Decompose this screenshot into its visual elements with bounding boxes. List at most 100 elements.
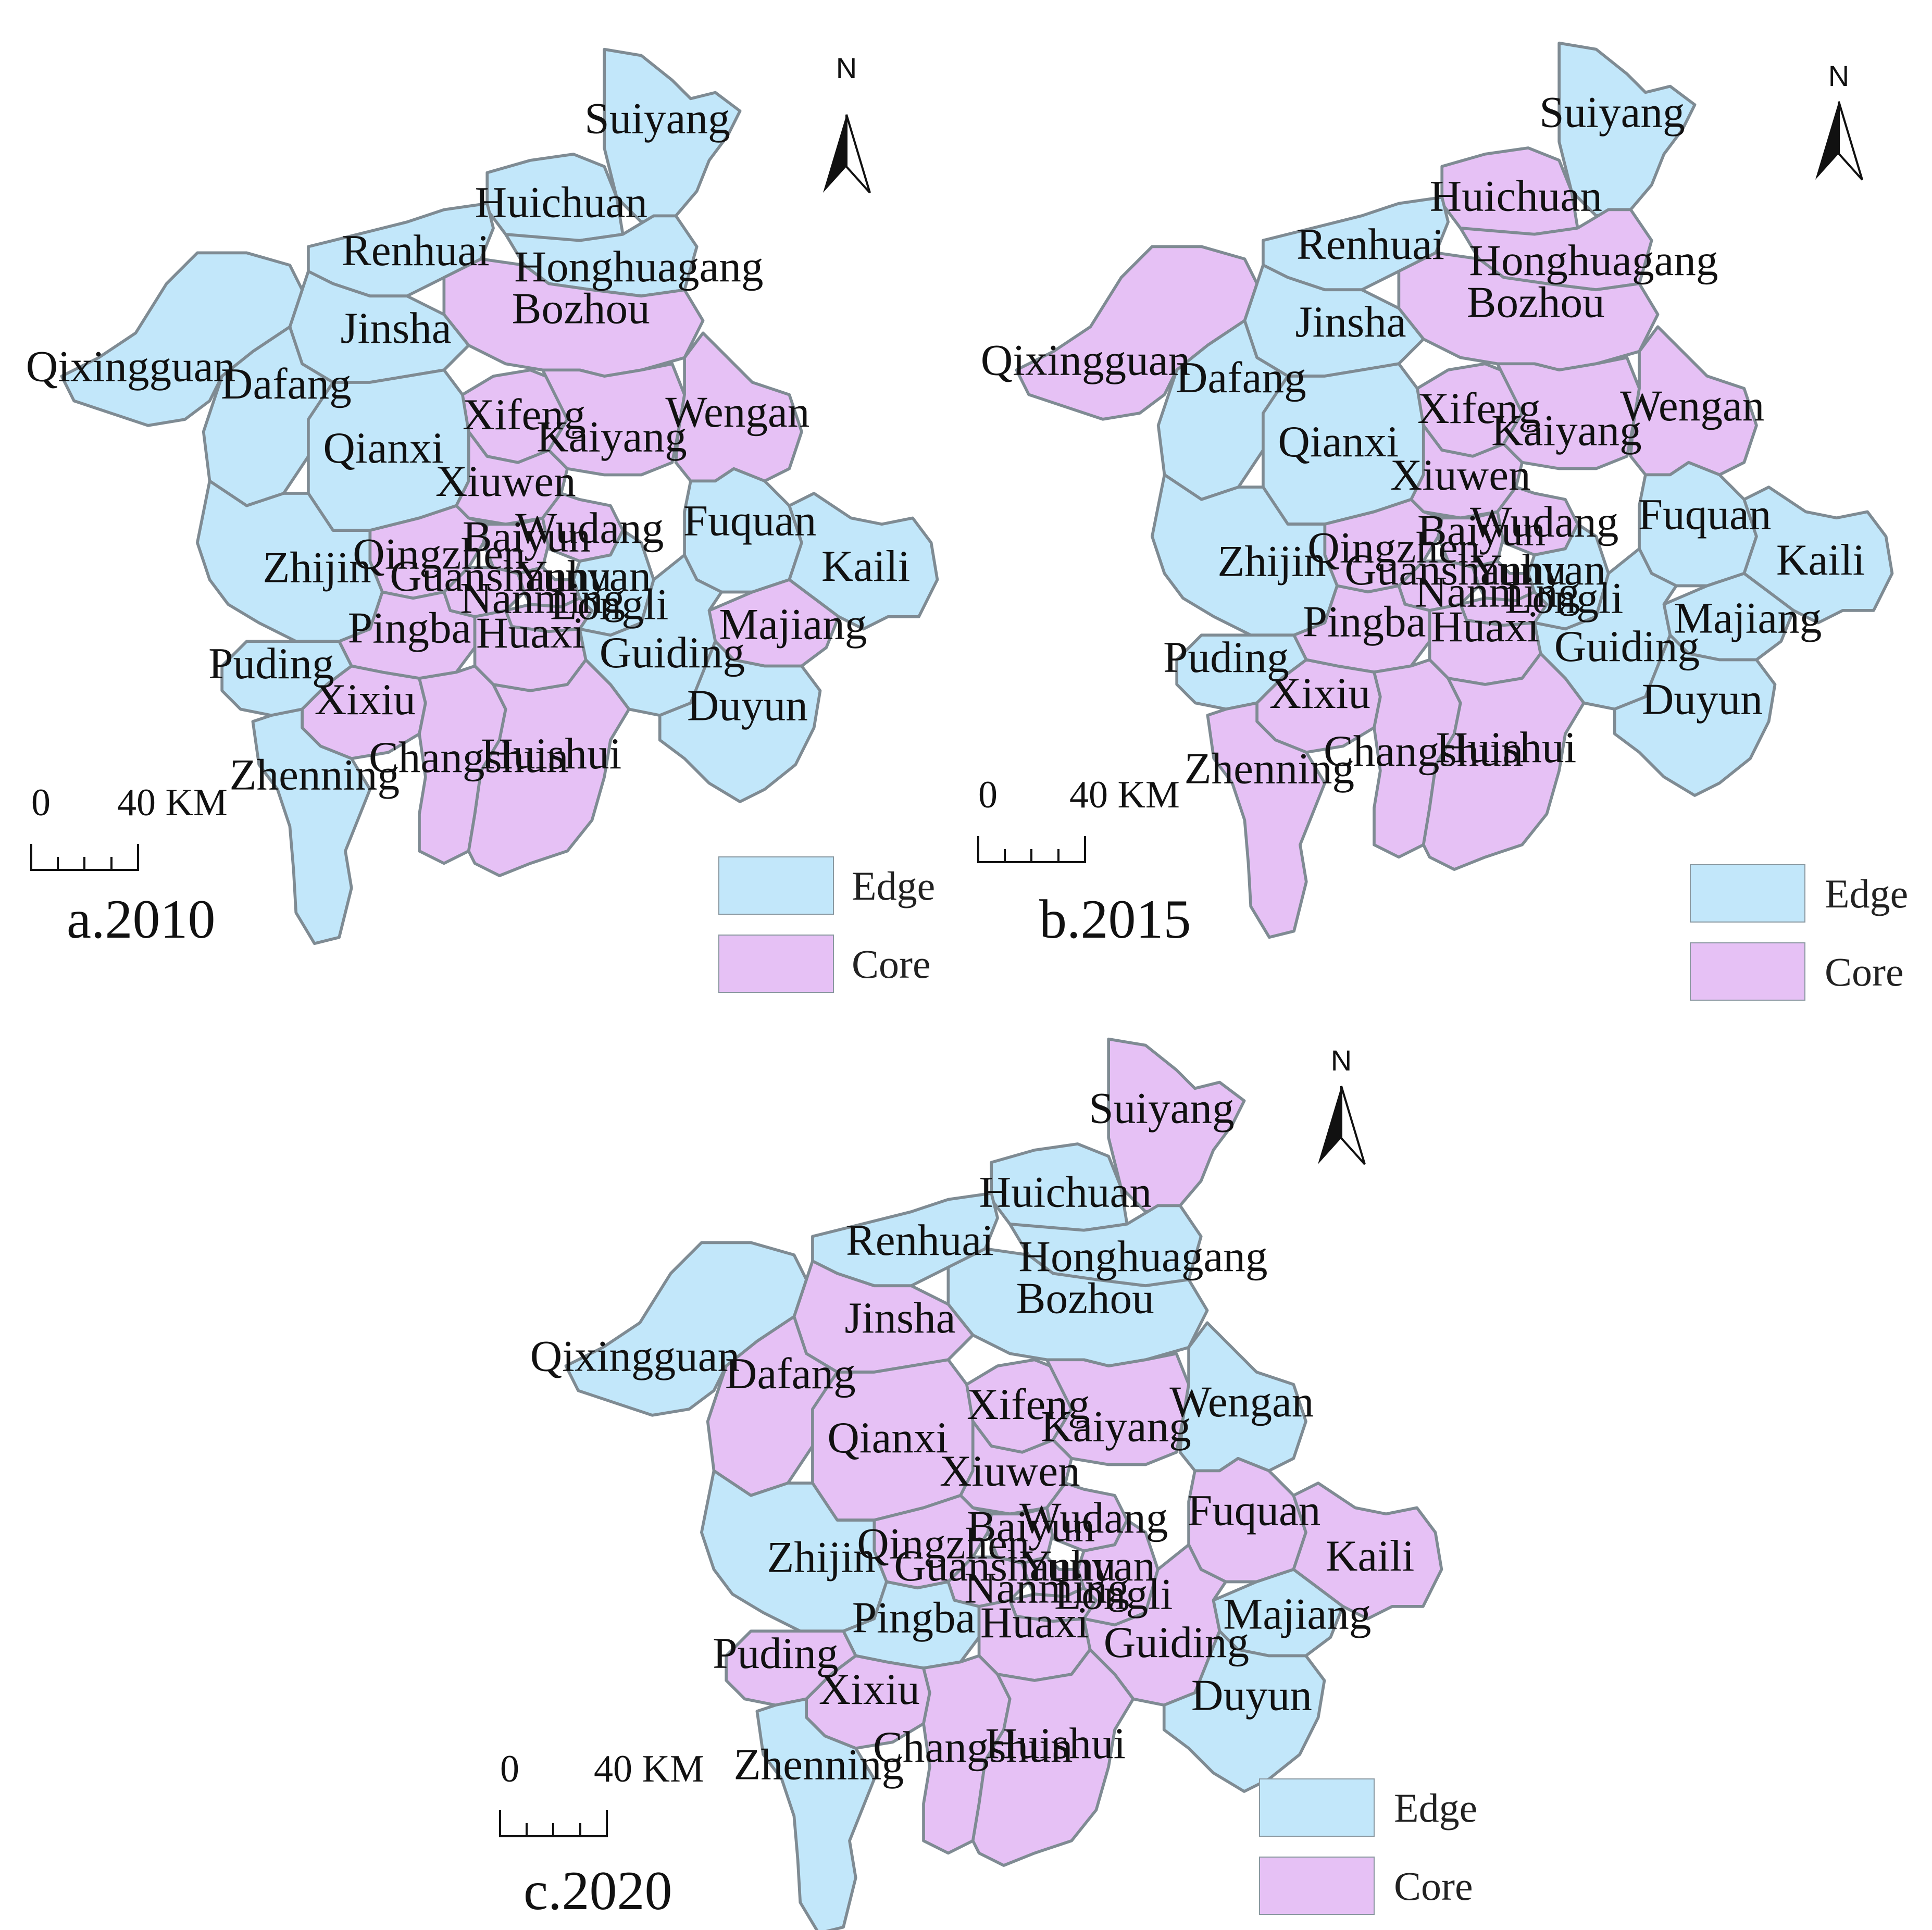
region-label-puding: Puding (713, 1629, 839, 1678)
region-label-longli: Longli (1054, 1570, 1173, 1619)
region-label-huaxi: Huaxi (476, 608, 584, 657)
region-label-kaiyang: Kaiyang (1041, 1402, 1191, 1451)
region-label-guiding: Guiding (1104, 1618, 1249, 1667)
region-label-dafang: Dafang (221, 359, 352, 408)
region-label-huichuan: Huichuan (475, 178, 647, 227)
region-label-wudang: Wudang (515, 504, 664, 553)
region-label-qingzhen: Qingzhen (857, 1520, 1029, 1568)
region-label-zhijin: Zhijin (1217, 537, 1326, 586)
svg-text:40 KM: 40 KM (1069, 774, 1180, 816)
region-label-changshun: Changshun (1324, 727, 1523, 776)
region-label-yunyan: Yunyan (1020, 1541, 1155, 1590)
region-label-dafang: Dafang (1176, 353, 1306, 402)
region-label-qingzhen: Qingzhen (1307, 524, 1480, 572)
region-label-guiding: Guiding (600, 628, 745, 677)
region-label-renhuai: Renhuai (1297, 220, 1444, 269)
legend-core-label: Core (852, 941, 931, 987)
legend-2010: Edge Core (718, 856, 935, 993)
region-label-fuquan: Fuquan (1188, 1486, 1321, 1535)
region-label-zhenning: Zhenning (1184, 744, 1354, 793)
legend-core-label: Core (1825, 949, 1904, 994)
region-label-xiuwen: Xiuwen (1390, 451, 1531, 500)
region-label-wudang: Wudang (1470, 497, 1618, 546)
region-label-baiyun: Baiyun (967, 1502, 1095, 1551)
region-label-honghuagang: Honghuagang (514, 242, 763, 291)
region-duyun (1613, 633, 1777, 797)
region-label-xifeng: Xifeng (967, 1380, 1090, 1429)
region-label-baiyun: Baiyun (1417, 506, 1545, 555)
panel-title-2010: a.2010 (67, 889, 216, 950)
scale-bar-2010: 0 40 KM (30, 781, 228, 871)
region-label-changshun: Changshun (873, 1723, 1073, 1772)
region-label-renhuai: Renhuai (846, 1216, 994, 1265)
region-label-nanming: Nanming (1415, 568, 1580, 617)
region-label-wudang: Wudang (1019, 1493, 1168, 1542)
region-label-qixingguan: Qixingguan (981, 336, 1190, 385)
region-label-guiding: Guiding (1554, 622, 1700, 671)
svg-text:40 KM: 40 KM (594, 1748, 704, 1790)
region-label-duyun: Duyun (1642, 675, 1763, 724)
region-label-honghuagang: Honghuagang (1018, 1232, 1267, 1281)
panel-title-2015: b.2015 (1039, 889, 1191, 950)
region-label-kaiyang: Kaiyang (1491, 406, 1642, 455)
region-label-xifeng: Xifeng (463, 390, 586, 439)
legend-edge-label: Edge (1825, 871, 1908, 916)
region-label-huishui: Huishui (481, 729, 621, 778)
region-huishui (971, 1648, 1135, 1867)
region-label-longli: Longli (550, 580, 668, 629)
region-label-bozhou: Bozhou (1467, 278, 1605, 327)
region-label-majiang: Majiang (1223, 1589, 1371, 1638)
region-label-pingba: Pingba (1303, 597, 1426, 646)
region-label-qixingguan: Qixingguan (530, 1332, 740, 1381)
region-label-nanming: Nanming (964, 1564, 1129, 1613)
region-label-xifeng: Xifeng (1417, 384, 1541, 433)
legend-2015: Edge Core (1690, 864, 1908, 1001)
svg-text:40 KM: 40 KM (117, 781, 228, 824)
region-label-wengan: Wengan (665, 388, 809, 437)
region-label-zhijin: Zhijin (767, 1533, 875, 1582)
region-zhenning (251, 707, 372, 945)
region-label-honghuagang: Honghuagang (1469, 236, 1718, 285)
region-label-pingba: Pingba (852, 1593, 976, 1642)
region-label-suiyang: Suiyang (1089, 1084, 1234, 1133)
region-label-guanshanhu: Guanshanhu (1344, 545, 1566, 594)
region-label-huishui: Huishui (1436, 723, 1576, 772)
scale-bar-2015: 0 40 KM (977, 774, 1180, 863)
region-label-xixiu: Xixiu (819, 1665, 920, 1714)
svg-text:0: 0 (500, 1748, 519, 1790)
region-suiyang (603, 47, 742, 224)
region-label-wengan: Wengan (1620, 381, 1764, 430)
region-label-longli: Longli (1505, 574, 1623, 623)
svg-text:N: N (1331, 1044, 1352, 1077)
region-label-fuquan: Fuquan (683, 496, 817, 545)
region-label-xixiu: Xixiu (315, 675, 416, 724)
region-label-guanshanhu: Guanshanhu (390, 552, 612, 601)
legend-edge-swatch (1259, 1778, 1375, 1837)
region-label-zhenning: Zhenning (229, 750, 400, 799)
legend-core-swatch (718, 935, 834, 993)
region-label-xixiu: Xixiu (1269, 669, 1370, 718)
region-suiyang (1107, 1037, 1246, 1214)
region-label-puding: Puding (208, 639, 334, 688)
legend-2020: Edge Core (1259, 1778, 1477, 1915)
region-label-huaxi: Huaxi (1431, 602, 1539, 651)
region-label-kaiyang: Kaiyang (537, 413, 687, 462)
region-label-yunyan: Yunyan (1470, 545, 1606, 594)
region-label-jinsha: Jinsha (1295, 297, 1406, 346)
region-label-xiuwen: Xiuwen (940, 1447, 1080, 1496)
region-label-huishui: Huishui (985, 1719, 1126, 1768)
region-label-dafang: Dafang (725, 1349, 856, 1398)
region-huishui (1422, 652, 1586, 871)
region-label-bozhou: Bozhou (1016, 1274, 1154, 1323)
region-label-renhuai: Renhuai (342, 226, 490, 275)
region-label-zhenning: Zhenning (733, 1740, 904, 1789)
region-label-huichuan: Huichuan (1430, 172, 1602, 221)
region-label-changshun: Changshun (369, 733, 568, 782)
region-label-huaxi: Huaxi (980, 1598, 1089, 1647)
region-label-qingzhen: Qingzhen (353, 530, 525, 579)
region-label-guanshanhu: Guanshanhu (894, 1541, 1116, 1590)
region-label-huichuan: Huichuan (979, 1168, 1152, 1217)
region-label-duyun: Duyun (1191, 1671, 1312, 1720)
